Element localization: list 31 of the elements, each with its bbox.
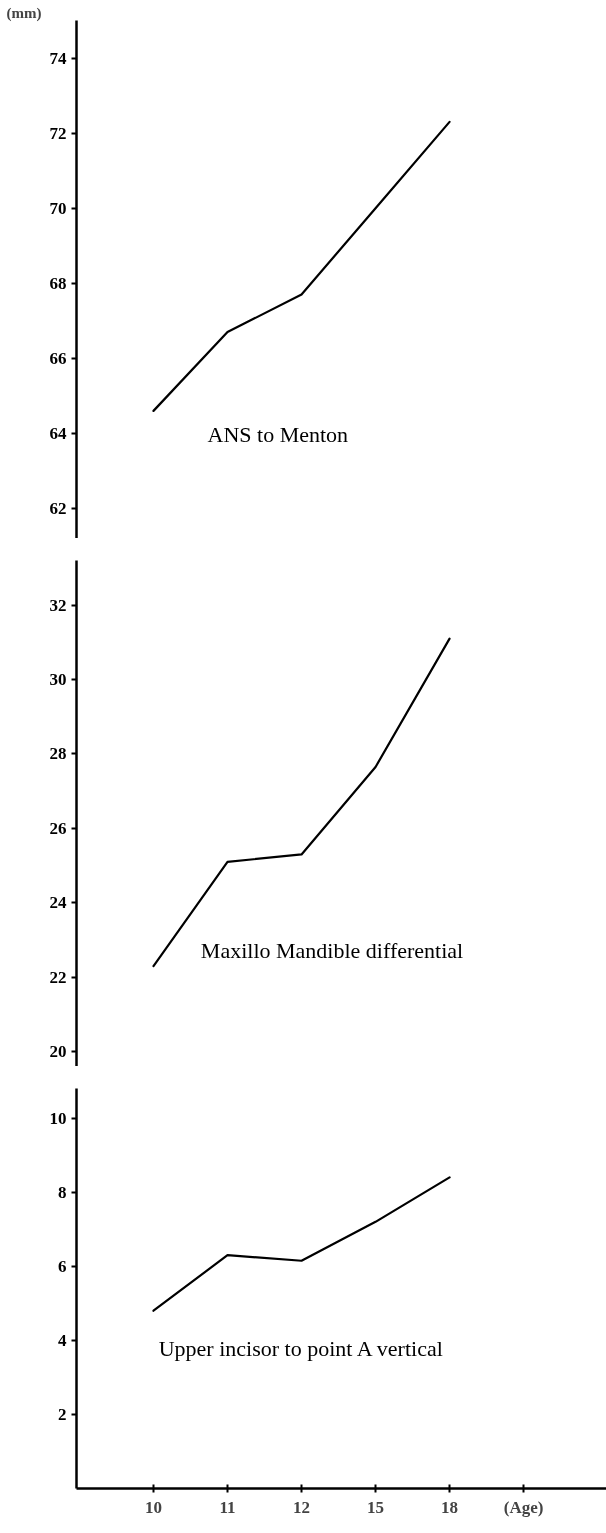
y-tick-label: 4 bbox=[58, 1330, 67, 1350]
x-tick-label: 11 bbox=[219, 1497, 236, 1517]
series-label: Maxillo Mandible differential bbox=[200, 937, 464, 963]
line-series bbox=[152, 1176, 451, 1312]
y-tick-label: 30 bbox=[49, 670, 67, 690]
x-tick-label: 12 bbox=[293, 1497, 311, 1517]
y-tick-label: 26 bbox=[49, 818, 67, 838]
text: ANS to Menton bbox=[207, 422, 349, 448]
y-tick-label: 20 bbox=[49, 1042, 67, 1062]
y-tick-label: 2 bbox=[58, 1404, 67, 1424]
y-tick-label: 8 bbox=[58, 1182, 67, 1202]
y-tick-label: 28 bbox=[49, 744, 67, 764]
series-label: Upper incisor to point A vertical bbox=[158, 1336, 443, 1361]
y-tick-label: 68 bbox=[49, 273, 67, 293]
y-tick-label: 70 bbox=[49, 198, 67, 218]
y-tick-label: 10 bbox=[49, 1108, 67, 1128]
y-tick-label: 24 bbox=[49, 893, 67, 913]
x-tick-label: 10 bbox=[144, 1497, 162, 1517]
y-tick-label: 32 bbox=[49, 595, 67, 615]
y-tick-label: 66 bbox=[49, 348, 67, 368]
x-tick-label: 15 bbox=[367, 1497, 385, 1517]
line-series bbox=[152, 120, 451, 412]
x-tick-label: 18 bbox=[441, 1497, 459, 1517]
y-tick-label: 22 bbox=[49, 967, 67, 987]
y-tick-label: 62 bbox=[49, 498, 67, 518]
y-axis-title: (mm) bbox=[6, 4, 42, 22]
y-tick-label: 74 bbox=[49, 48, 67, 68]
y-tick-label: 72 bbox=[49, 123, 67, 143]
y-tick-label: 64 bbox=[49, 423, 67, 443]
x-axis-title: (Age) bbox=[503, 1497, 544, 1517]
y-tick-label: 6 bbox=[58, 1256, 67, 1276]
